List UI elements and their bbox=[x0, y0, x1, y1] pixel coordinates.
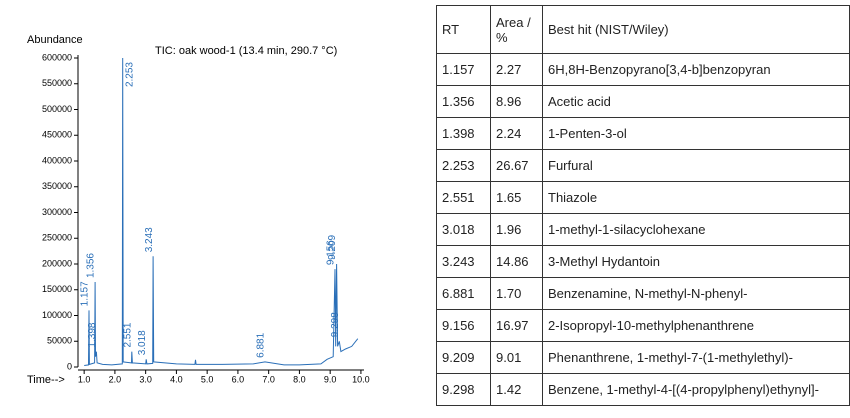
results-table: RT Area / % Best hit (NIST/Wiley) 1.157 2.27… bbox=[436, 5, 850, 406]
peak-label: 6.881 bbox=[256, 332, 267, 357]
header-cell: Best hit (NIST/Wiley) bbox=[542, 5, 850, 54]
y-tick-label: 400000 bbox=[42, 155, 72, 165]
y-tick-label: 250000 bbox=[42, 233, 72, 243]
table-cell: Benzenamine, N-methyl-N-phenyl- bbox=[542, 277, 850, 310]
peak-label: 1.398 bbox=[87, 322, 98, 347]
x-tick-label: 6.0 bbox=[232, 374, 245, 384]
table-cell: Benzene, 1-methyl-4-[(4-propylphenyl)eth… bbox=[542, 373, 850, 406]
table-cell: 1.398 bbox=[436, 117, 491, 150]
table-cell: 3-Methyl Hydantoin bbox=[542, 245, 850, 278]
y-tick-label: 100000 bbox=[42, 310, 72, 320]
peak-label: 1.157 bbox=[80, 281, 91, 306]
table-row: 9.298 1.42 Benzene, 1-methyl-4-[(4-propylp… bbox=[436, 373, 850, 406]
x-tick-label: 3.0 bbox=[139, 374, 152, 384]
table-cell: 14.86 bbox=[490, 245, 543, 278]
x-tick-label: 2.0 bbox=[109, 374, 122, 384]
table-cell: 1-Penten-3-ol bbox=[542, 117, 850, 150]
header-row: RT Area / % Best hit (NIST/Wiley) bbox=[436, 5, 850, 54]
table-cell: 9.156 bbox=[436, 309, 491, 342]
table-cell: Thiazole bbox=[542, 181, 850, 214]
y-tick-label: 0 bbox=[67, 361, 72, 371]
table-cell: 1-methyl-1-silacyclohexane bbox=[542, 213, 850, 246]
table-cell: 1.42 bbox=[490, 373, 543, 406]
x-tick-label: 7.0 bbox=[262, 374, 275, 384]
y-tick-label: 550000 bbox=[42, 78, 72, 88]
table-cell: 26.67 bbox=[490, 149, 543, 182]
table-cell: Furfural bbox=[542, 149, 850, 182]
table-row: 3.243 14.86 3-Methyl Hydantoin bbox=[436, 245, 850, 278]
table-row: 9.209 9.01 Phenanthrene, 1-methyl-7-(1-met… bbox=[436, 341, 850, 374]
y-tick-label: 500000 bbox=[42, 104, 72, 114]
table-row: 2.253 26.67 Furfural bbox=[436, 149, 850, 182]
table-cell: 1.157 bbox=[436, 53, 491, 86]
table-row: 3.018 1.96 1-methyl-1-silacyclohexane bbox=[436, 213, 850, 246]
table-row: 9.156 16.97 2-Isopropyl-10-methylphenanthr… bbox=[436, 309, 850, 342]
table-row: 6.881 1.70 Benzenamine, N-methyl-N-phenyl- bbox=[436, 277, 850, 310]
table-cell: 2.551 bbox=[436, 181, 491, 214]
peak-label: 9.209 bbox=[327, 235, 338, 260]
y-tick-label: 150000 bbox=[42, 284, 72, 294]
y-tick-label: 50000 bbox=[47, 336, 72, 346]
x-tick-label: 8.0 bbox=[293, 374, 306, 384]
chart: Abundance TIC: oak wood-1 (13.4 min, 290… bbox=[27, 34, 370, 386]
y-tick-label: 450000 bbox=[42, 130, 72, 140]
table-cell: 1.356 bbox=[436, 85, 491, 118]
table-cell: 1.96 bbox=[490, 213, 543, 246]
y-axis-title: Abundance bbox=[27, 34, 83, 46]
x-tick-label: 9.0 bbox=[324, 374, 337, 384]
table-cell: 2-Isopropyl-10-methylphenanthrene bbox=[542, 309, 850, 342]
table-row: 1.398 2.24 1-Penten-3-ol bbox=[436, 117, 850, 150]
header-cell: RT bbox=[436, 5, 491, 54]
peak-label: 9.156 bbox=[326, 240, 337, 265]
x-tick-label: 1.0 bbox=[78, 374, 91, 384]
peak-label: 1.356 bbox=[86, 253, 97, 278]
x-tick-label: 10.0 bbox=[352, 374, 370, 384]
y-tick-label: 350000 bbox=[42, 181, 72, 191]
table-cell: 2.24 bbox=[490, 117, 543, 150]
table-cell: 9.01 bbox=[490, 341, 543, 374]
y-tick-label: 300000 bbox=[42, 207, 72, 217]
table-row: 1.157 2.27 6H,8H-Benzopyrano[3,4-b]benzopy… bbox=[436, 53, 850, 86]
x-tick-label: 5.0 bbox=[201, 374, 214, 384]
table-cell: 6H,8H-Benzopyrano[3,4-b]benzopyran bbox=[542, 53, 850, 86]
peak-label: 2.253 bbox=[124, 62, 135, 87]
y-tick-label: 200000 bbox=[42, 258, 72, 268]
tic-trace bbox=[84, 57, 359, 366]
table-cell: 16.97 bbox=[490, 309, 543, 342]
table-cell: 1.70 bbox=[490, 277, 543, 310]
x-tick-label: 4.0 bbox=[170, 374, 183, 384]
table-cell: 3.243 bbox=[436, 245, 491, 278]
peak-label: 3.018 bbox=[137, 330, 148, 355]
table-cell: 9.209 bbox=[436, 341, 491, 374]
table-cell: Acetic acid bbox=[542, 85, 850, 118]
table-row: 2.551 1.65 Thiazole bbox=[436, 181, 850, 214]
peak-label: 3.243 bbox=[144, 227, 155, 252]
y-tick-label: 600000 bbox=[42, 52, 72, 62]
table-cell: 8.96 bbox=[490, 85, 543, 118]
header-cell: Area / % bbox=[490, 5, 543, 54]
table-row: 1.356 8.96 Acetic acid bbox=[436, 85, 850, 118]
table-cell: Phenanthrene, 1-methyl-7-(1-methylethyl)… bbox=[542, 341, 850, 374]
chart-title: TIC: oak wood-1 (13.4 min, 290.7 °C) bbox=[155, 45, 337, 57]
table-cell: 2.253 bbox=[436, 149, 491, 182]
table-cell: 2.27 bbox=[490, 53, 543, 86]
table-cell: 9.298 bbox=[436, 373, 491, 406]
x-axis-title: Time--> bbox=[27, 374, 65, 386]
table-cell: 3.018 bbox=[436, 213, 491, 246]
table-cell: 6.881 bbox=[436, 277, 491, 310]
peak-label: 9.298 bbox=[330, 312, 341, 337]
table-cell: 1.65 bbox=[490, 181, 543, 214]
peak-label: 2.551 bbox=[122, 322, 133, 347]
